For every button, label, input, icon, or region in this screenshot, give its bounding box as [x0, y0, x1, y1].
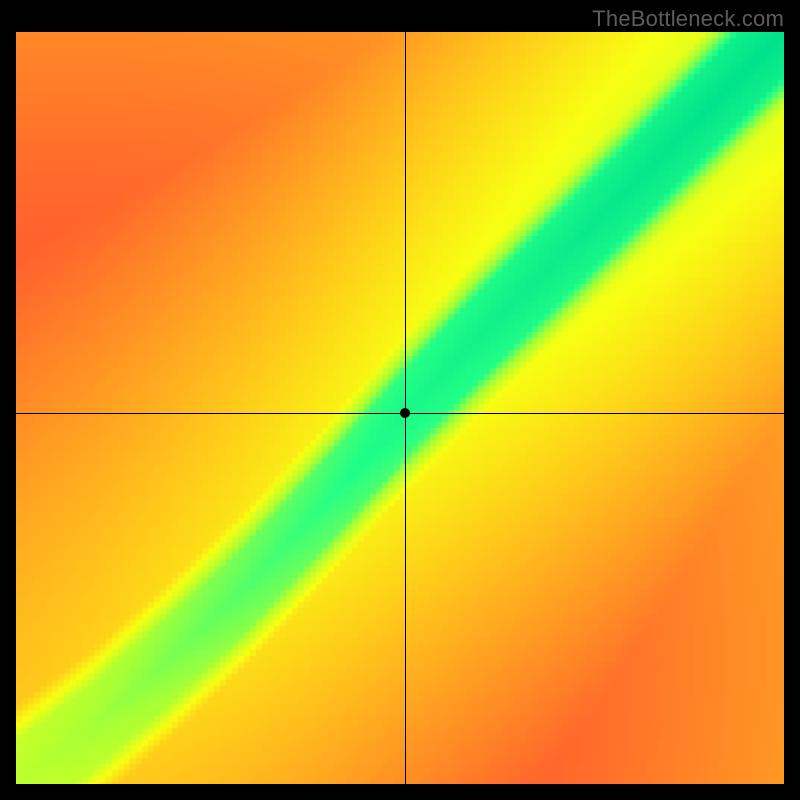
- heatmap-plot: [16, 32, 784, 784]
- watermark-text: TheBottleneck.com: [592, 6, 784, 32]
- heatmap-canvas: [16, 32, 784, 784]
